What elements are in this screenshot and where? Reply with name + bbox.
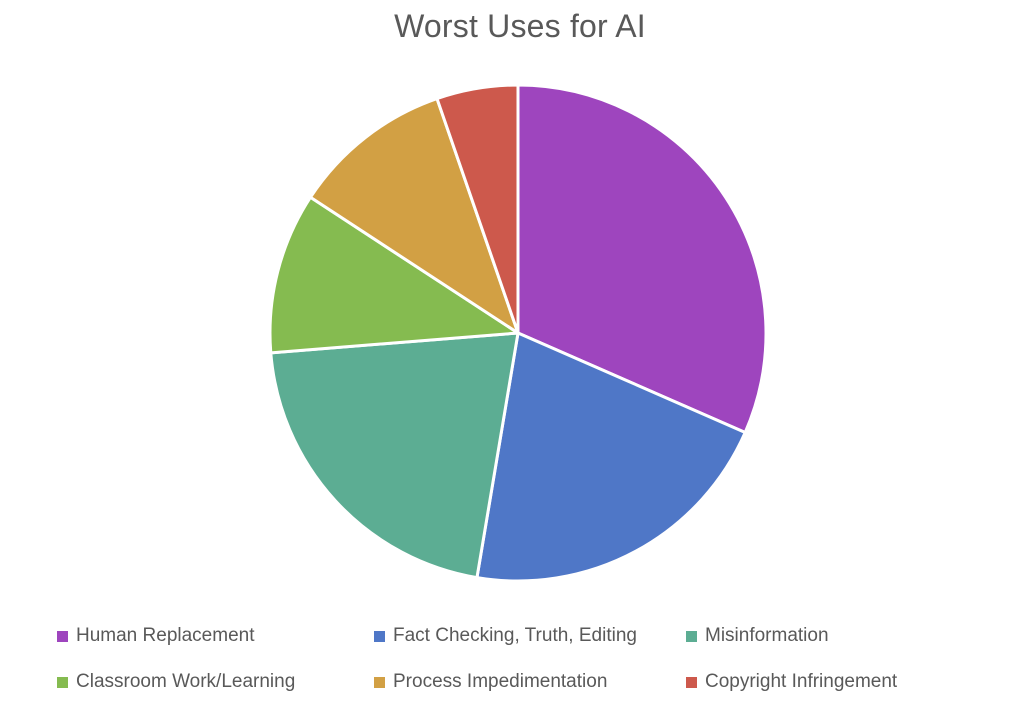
pie-slice	[516, 83, 768, 434]
pie-slice	[269, 331, 520, 580]
pie-slice	[475, 331, 747, 583]
chart-title: Worst Uses for AI	[394, 8, 646, 44]
pie-slice	[435, 83, 520, 335]
pie-slice	[308, 97, 520, 335]
pie-slice	[268, 195, 520, 355]
